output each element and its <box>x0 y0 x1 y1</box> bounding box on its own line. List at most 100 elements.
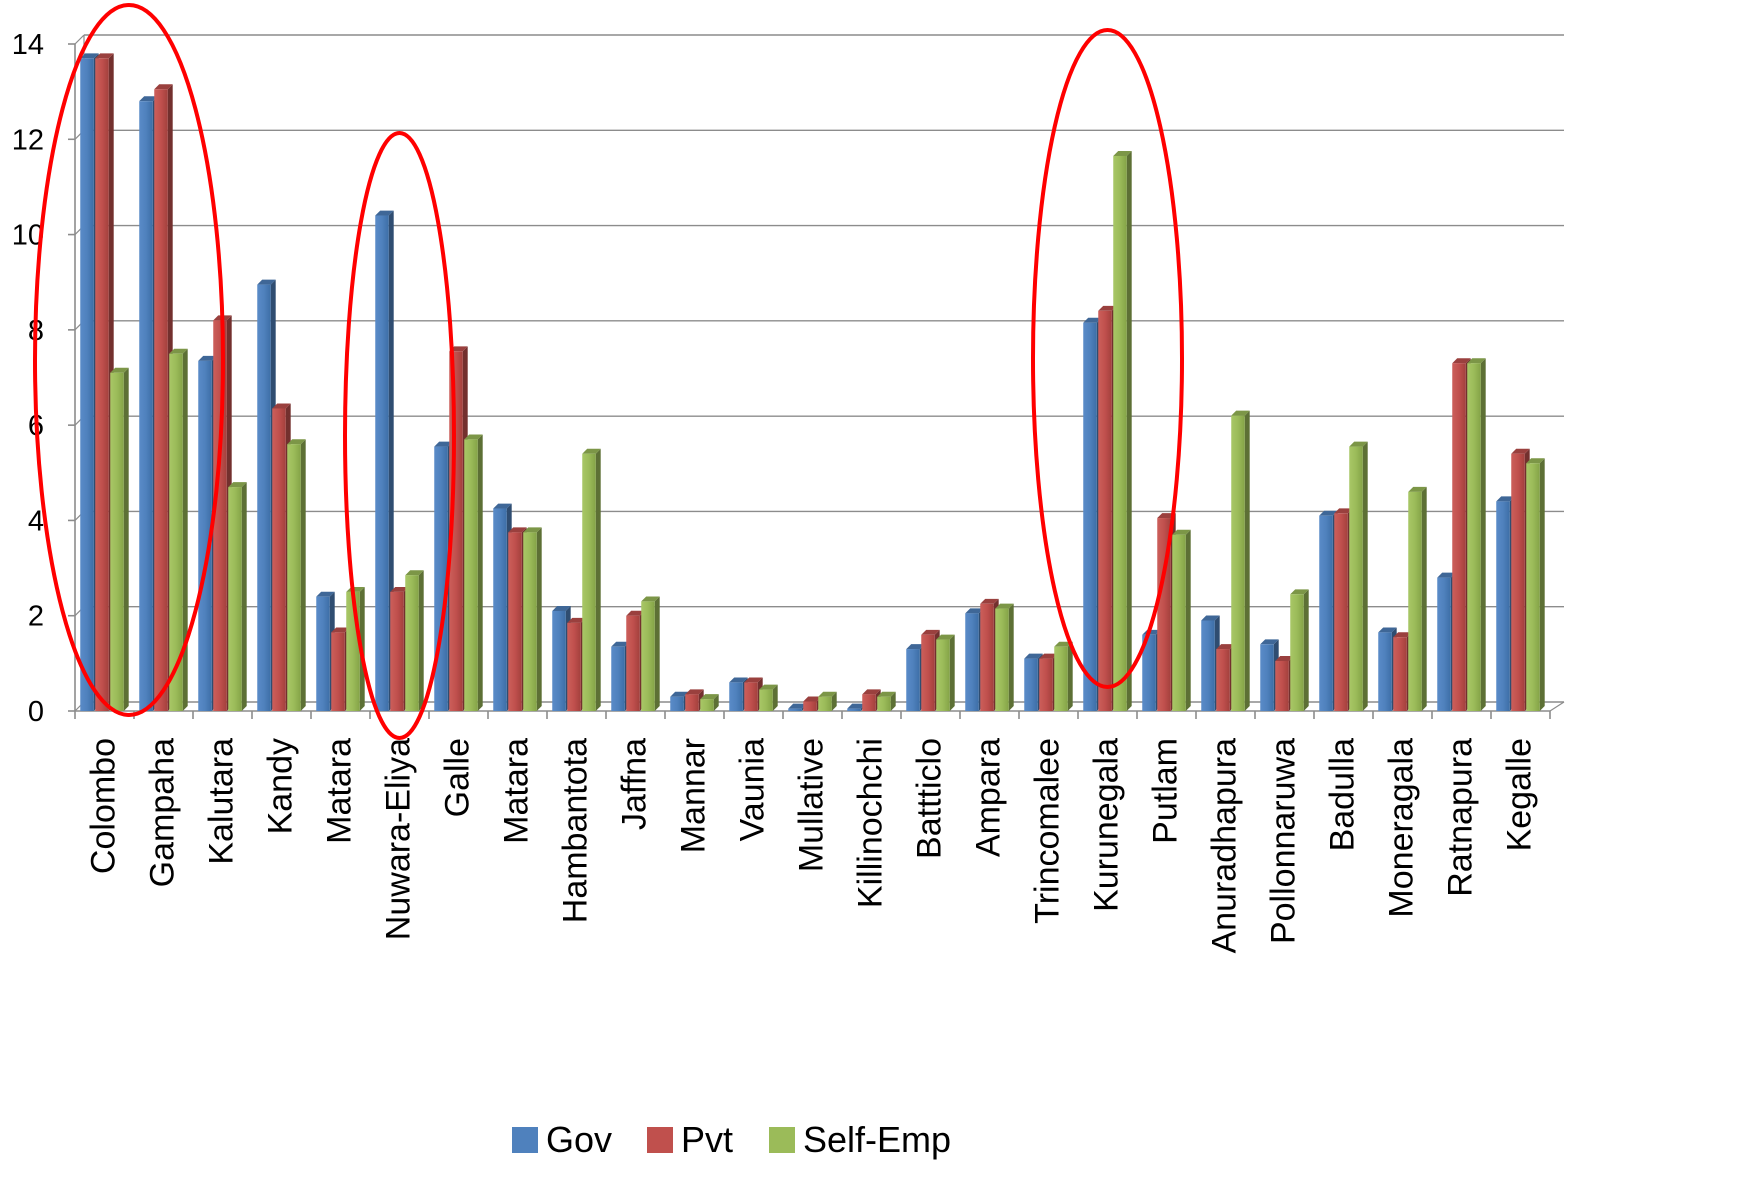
bar-front <box>641 601 655 711</box>
bar-front <box>390 591 404 711</box>
bar-top <box>1452 358 1471 364</box>
legend: Gov Pvt Self-Emp <box>512 1119 951 1160</box>
bar-top <box>759 684 778 690</box>
bar-front <box>1275 660 1289 711</box>
bar-front <box>198 360 212 711</box>
bar-top <box>228 482 247 488</box>
bar-front <box>1334 513 1348 711</box>
bar-top <box>1467 358 1486 364</box>
bar-side <box>831 691 837 711</box>
bar-top <box>1024 653 1043 659</box>
x-tick-label: Moneragala <box>1383 738 1421 918</box>
bar-top <box>611 641 630 647</box>
bar-front <box>921 634 935 711</box>
bar-top <box>1260 639 1279 645</box>
bar-front <box>700 699 714 711</box>
bar-front <box>788 708 802 711</box>
bar-top <box>198 355 217 361</box>
bar-side <box>1067 641 1073 711</box>
bar-front <box>1201 620 1215 711</box>
bar-top <box>80 53 99 59</box>
bar-top <box>405 570 424 576</box>
bar-front <box>405 575 419 711</box>
x-tick-label: Kandy <box>262 738 300 834</box>
floor-edge <box>1549 701 1565 712</box>
bar-self-emp-2 <box>228 482 247 711</box>
bar-top <box>641 596 660 602</box>
bar-self-emp-13 <box>877 691 896 711</box>
x-tick-label: Ratnapura <box>1442 738 1480 897</box>
bar-top <box>847 703 866 709</box>
legend-label: Pvt <box>681 1119 733 1160</box>
x-tick-label: Matara <box>498 738 536 844</box>
bar-side <box>477 434 483 711</box>
bar-top <box>272 403 291 409</box>
bar-self-emp-19 <box>1231 410 1250 711</box>
bar-side <box>595 448 601 711</box>
x-tick-label: Pollonnaruwa <box>1265 738 1303 944</box>
bar-top <box>1378 627 1397 633</box>
bar-front <box>1349 446 1363 711</box>
x-tick-label: Gampaha <box>144 738 182 887</box>
bar-top <box>1290 589 1309 595</box>
bar-front <box>1172 534 1186 711</box>
bar-front <box>906 649 920 711</box>
bar-top <box>1511 448 1530 454</box>
bar-top <box>1319 510 1338 516</box>
bar-gov-5 <box>375 210 394 712</box>
bar-top <box>1201 615 1220 621</box>
bar-self-emp-11 <box>759 684 778 711</box>
legend-swatch <box>769 1127 795 1153</box>
bar-top <box>552 606 571 611</box>
bar-top <box>744 677 763 683</box>
bar-top <box>493 503 512 509</box>
gridline-side <box>74 34 85 45</box>
bar-front <box>523 532 537 711</box>
y-tick-label: 12 <box>12 124 44 156</box>
bar-self-emp-9 <box>641 596 660 711</box>
bar-top <box>375 210 394 216</box>
bar-top <box>1408 486 1427 492</box>
bar-front <box>1290 594 1304 711</box>
bar-top <box>1083 317 1102 323</box>
bar-top <box>995 603 1014 609</box>
bar-front <box>272 408 286 711</box>
bar-top <box>626 610 645 616</box>
annotations <box>33 3 1184 740</box>
bar-side <box>890 691 896 711</box>
bar-side <box>1480 358 1486 711</box>
bar-top <box>670 691 689 697</box>
bar-top <box>1349 441 1368 447</box>
bar-top <box>523 527 542 533</box>
bar-top <box>965 608 984 614</box>
x-tick-label: Kegalle <box>1501 738 1539 851</box>
bar-front <box>1260 644 1274 711</box>
bar-top <box>434 441 453 447</box>
bar-self-emp-16 <box>1054 641 1073 711</box>
bar-top <box>700 694 719 700</box>
x-tick-label: Ampara <box>970 738 1008 857</box>
y-tick-label: 4 <box>28 505 44 537</box>
bar-front <box>936 639 950 711</box>
bar-front <box>567 622 581 711</box>
bar-top <box>1437 572 1456 578</box>
legend-swatch <box>647 1127 673 1153</box>
bar-side <box>1244 410 1250 711</box>
bar-front <box>1378 632 1392 711</box>
bar-front <box>1098 310 1112 711</box>
bar-self-emp-24 <box>1526 458 1545 711</box>
bar-front <box>980 603 994 711</box>
bar-self-emp-17 <box>1113 151 1132 712</box>
bar-front <box>257 284 271 711</box>
bar-self-emp-23 <box>1467 358 1486 711</box>
bar-side <box>300 439 306 711</box>
bar-side <box>1421 486 1427 711</box>
bar-top <box>1334 508 1353 514</box>
bar-front <box>1113 155 1127 712</box>
bar-front <box>744 682 758 711</box>
bar-top <box>582 448 601 454</box>
bar-front <box>139 101 153 711</box>
y-tick-label: 2 <box>28 601 44 633</box>
bar-top <box>685 689 704 695</box>
